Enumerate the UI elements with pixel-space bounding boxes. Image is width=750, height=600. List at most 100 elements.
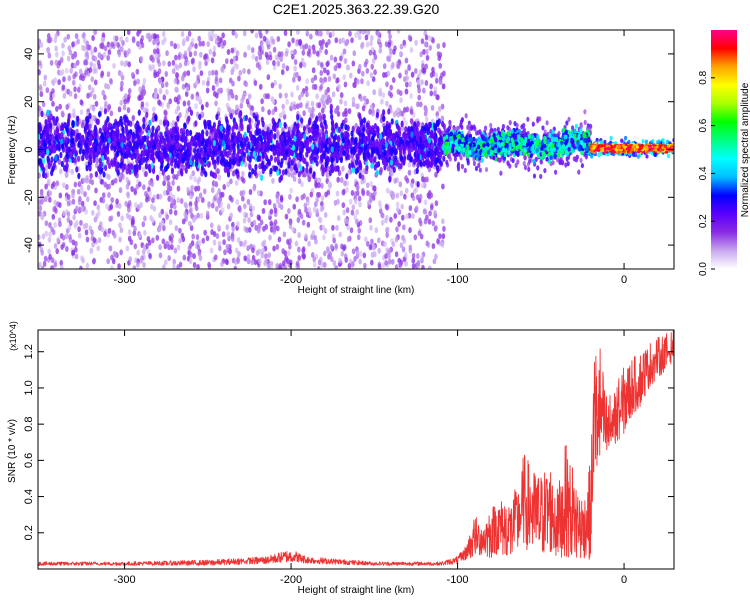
spectrogram-point <box>172 173 176 180</box>
spectrogram-point <box>85 236 90 243</box>
spectrogram-point <box>297 246 301 253</box>
spectrogram-point <box>116 140 120 147</box>
spectrogram-point <box>365 182 370 189</box>
spectrogram-point <box>315 93 319 100</box>
spectrogram-point <box>151 125 155 132</box>
spectrogram-point <box>104 120 108 128</box>
spectrogram-point <box>110 254 114 261</box>
spectrogram-point <box>414 39 418 46</box>
spectrogram-point <box>146 248 151 255</box>
spectrogram-point <box>96 204 101 211</box>
spectrogram-point <box>85 50 89 57</box>
spectrogram-point <box>135 128 139 136</box>
spectrogram-point <box>161 238 166 245</box>
spectrogram-point <box>174 158 178 165</box>
spectrogram-point <box>119 249 123 256</box>
spectrogram-point <box>235 50 240 57</box>
spectrogram-point <box>390 118 394 125</box>
spectrogram-point <box>53 221 57 228</box>
spectrogram-point <box>217 87 221 94</box>
spectrogram-point <box>247 155 251 162</box>
spectrogram-point <box>189 251 193 258</box>
spectrogram-point <box>333 65 338 72</box>
spectrogram-point <box>300 91 305 98</box>
spectrogram-point <box>291 37 295 44</box>
spectrogram-point <box>119 85 124 92</box>
spectrogram-point <box>138 163 142 171</box>
spectrogram-point <box>164 71 169 78</box>
spectrogram-point <box>324 191 328 198</box>
spectrogram-point <box>221 139 226 147</box>
spectrogram-point <box>205 235 210 242</box>
spectrogram-point <box>329 164 333 171</box>
spectrogram-point <box>323 250 327 257</box>
spectrogram-point <box>237 75 241 82</box>
spectrogram-point <box>335 190 340 197</box>
spectrogram-point <box>305 142 309 150</box>
spectrogram-point <box>44 220 49 227</box>
spectrogram-point <box>241 170 245 177</box>
spectrogram-point <box>104 100 108 107</box>
spectrogram-point <box>110 143 114 151</box>
spectrogram-point <box>377 36 381 43</box>
spectrogram-point <box>123 49 127 56</box>
spectrogram-point <box>273 219 278 226</box>
spectrogram-point <box>416 120 420 128</box>
spectrogram-point <box>240 176 245 183</box>
spectrogram-point <box>61 210 66 217</box>
spectrogram-point <box>440 103 445 110</box>
spectrogram-point <box>293 65 297 72</box>
spectrogram-point <box>411 257 416 264</box>
spectrogram-point <box>237 130 241 138</box>
spectrogram-point <box>136 249 140 256</box>
spectrogram-point <box>375 111 380 119</box>
spectrogram-point <box>314 181 318 188</box>
spectrogram-point <box>392 110 397 117</box>
spectrogram-point <box>106 71 111 78</box>
spectrogram-point <box>184 135 188 142</box>
spectrogram-point <box>414 205 419 212</box>
spectrogram-point <box>51 213 56 220</box>
spectrogram-point <box>344 256 349 263</box>
spectrogram-point <box>136 261 140 268</box>
spectrogram-point <box>353 82 357 89</box>
spectrogram-point <box>85 262 90 269</box>
spectrogram-point <box>189 174 193 181</box>
spectrogram-point <box>357 34 362 41</box>
spectrogram-point <box>419 51 424 58</box>
spectrogram-point <box>158 88 163 95</box>
spectrogram-point <box>247 44 251 51</box>
spectrogram-point <box>246 257 250 264</box>
spectrogram-point <box>280 135 285 142</box>
spectrogram-point <box>48 231 52 238</box>
spectrogram-point <box>229 58 234 65</box>
spectrogram-point <box>94 100 99 107</box>
spectrogram-point <box>398 72 402 79</box>
spectrogram-point <box>197 64 202 71</box>
spectrogram-point <box>323 261 327 268</box>
spectrogram-point <box>133 202 138 209</box>
spectrogram-point <box>165 214 169 221</box>
spectrogram-point <box>409 125 413 133</box>
spectrogram-point <box>52 146 57 153</box>
spectrogram-point <box>331 91 336 98</box>
spectrogram-point <box>185 86 190 93</box>
spectrogram-point <box>125 183 130 190</box>
spectrogram-point <box>79 99 84 106</box>
spectrogram-point <box>378 47 383 54</box>
spectrogram-point <box>438 62 443 69</box>
spectrogram-point <box>217 199 222 206</box>
spectrogram-point <box>55 105 59 112</box>
spectrogram-point <box>348 72 353 79</box>
spectrogram-point <box>152 106 156 113</box>
spectrogram-point <box>363 61 368 68</box>
spectrogram-point <box>198 153 202 160</box>
spectrogram-point <box>74 33 79 40</box>
spectrogram-point <box>131 136 135 144</box>
spectrogram-point <box>142 184 146 191</box>
spectrogram-point <box>441 218 445 225</box>
spectrogram-point <box>283 121 287 129</box>
spectrogram-point <box>421 264 425 269</box>
spectrogram-point <box>363 135 367 142</box>
spectrogram-point <box>265 59 270 66</box>
